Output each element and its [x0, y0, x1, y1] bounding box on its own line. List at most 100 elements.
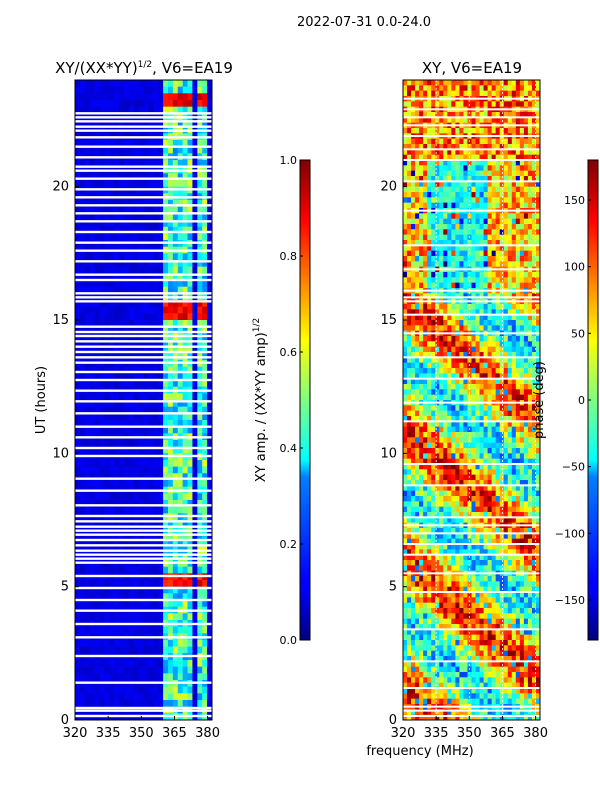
- phase-cell: [499, 362, 505, 369]
- phase-cell: [527, 170, 533, 177]
- amp-cell: [99, 80, 105, 88]
- phase-cell: [491, 101, 497, 108]
- phase-cell: [447, 213, 452, 220]
- amp-cell: [114, 146, 120, 154]
- phase-cell: [443, 304, 448, 310]
- phase-cell: [415, 229, 420, 236]
- amp-cell: [133, 280, 139, 288]
- amp-cell: [94, 93, 100, 101]
- amp-cell: [123, 613, 130, 621]
- phase-cell: [423, 336, 428, 342]
- amp-cell: [163, 346, 169, 354]
- phase-cell: [451, 325, 456, 332]
- phase-cell: [415, 213, 420, 220]
- phase-cell: [427, 272, 432, 278]
- phase-cell: [411, 410, 416, 417]
- phase-cell: [519, 304, 525, 310]
- phase-cell: [463, 416, 468, 422]
- colorbar-tick-label: 0.2: [280, 538, 298, 551]
- amp-cell: [148, 220, 154, 228]
- phase-cell: [479, 101, 484, 108]
- amp-cell: [182, 273, 188, 281]
- amp-cell: [143, 533, 149, 541]
- amp-flagged-row: [75, 356, 212, 359]
- amp-cell: [94, 120, 100, 128]
- phase-cell: [459, 314, 464, 321]
- amp-cell: [104, 340, 110, 348]
- amp-cell: [197, 540, 203, 548]
- phase-cell: [419, 394, 424, 401]
- amp-cell: [192, 260, 198, 268]
- amp-cell: [99, 306, 105, 314]
- phase-cell: [443, 85, 448, 92]
- phase-cell: [451, 186, 456, 193]
- phase-cell: [483, 272, 489, 278]
- phase-cell: [519, 170, 525, 177]
- amp-flagged-row: [75, 188, 212, 191]
- amp-cell: [114, 593, 120, 601]
- amp-cell: [84, 673, 91, 681]
- phase-cell: [527, 341, 533, 348]
- phase-cell: [431, 149, 436, 156]
- amp-cell: [153, 253, 159, 261]
- amp-cell: [143, 160, 149, 168]
- amp-cell: [167, 400, 174, 408]
- phase-cell: [407, 341, 412, 348]
- amp-cell: [79, 306, 86, 314]
- amp-cell: [153, 660, 159, 668]
- amp-cell: [94, 413, 100, 421]
- phase-cell: [407, 144, 412, 150]
- amp-cell: [133, 660, 139, 668]
- amp-cell: [177, 366, 184, 374]
- phase-cell: [419, 181, 424, 188]
- amp-cell: [182, 580, 188, 588]
- amp-cell: [109, 540, 115, 548]
- amp-cell: [89, 480, 95, 488]
- amp-cell: [143, 520, 149, 528]
- phase-cell: [455, 144, 460, 150]
- phase-cell: [507, 192, 513, 198]
- phase-cell: [431, 202, 436, 209]
- amp-cell: [192, 400, 198, 408]
- phase-cell: [423, 378, 428, 385]
- amp-cell: [202, 106, 208, 114]
- amp-cell: [177, 173, 184, 181]
- phase-cell: [523, 304, 529, 310]
- phase-cell: [487, 240, 493, 246]
- phase-cell: [515, 309, 521, 316]
- phase-cell: [491, 336, 497, 342]
- amp-flagged-row: [75, 204, 212, 207]
- phase-cell: [463, 176, 468, 182]
- phase-cell: [403, 421, 408, 428]
- phase-cell: [479, 261, 484, 268]
- phase-cell: [511, 90, 517, 97]
- amp-cell: [99, 440, 105, 448]
- phase-cell: [463, 293, 468, 300]
- amp-cell: [153, 613, 159, 621]
- phase-cell: [443, 149, 448, 156]
- amp-cell: [133, 440, 139, 448]
- phase-cell: [495, 117, 501, 124]
- phase-cell: [475, 362, 480, 369]
- phase-cell: [519, 144, 525, 150]
- phase-cell: [471, 293, 476, 300]
- amp-colorbar-ticks: 0.00.20.40.60.81.0: [280, 154, 303, 647]
- amp-cell: [153, 420, 159, 428]
- phase-cell: [423, 362, 428, 369]
- amp-cell: [143, 93, 149, 101]
- phase-cell: [507, 314, 513, 321]
- phase-cell: [419, 186, 424, 193]
- amp-cell: [177, 540, 184, 548]
- amp-cell: [177, 466, 184, 474]
- phase-cell: [499, 192, 505, 198]
- amp-cell: [94, 313, 100, 321]
- phase-cell: [535, 373, 540, 380]
- phase-cell: [479, 416, 484, 422]
- phase-cell: [515, 149, 521, 156]
- phase-cell: [495, 410, 501, 417]
- phase-cell: [423, 410, 428, 417]
- phase-cell: [411, 394, 416, 401]
- phase-cell: [407, 160, 412, 166]
- amp-cell: [133, 593, 139, 601]
- amp-cell: [207, 313, 212, 321]
